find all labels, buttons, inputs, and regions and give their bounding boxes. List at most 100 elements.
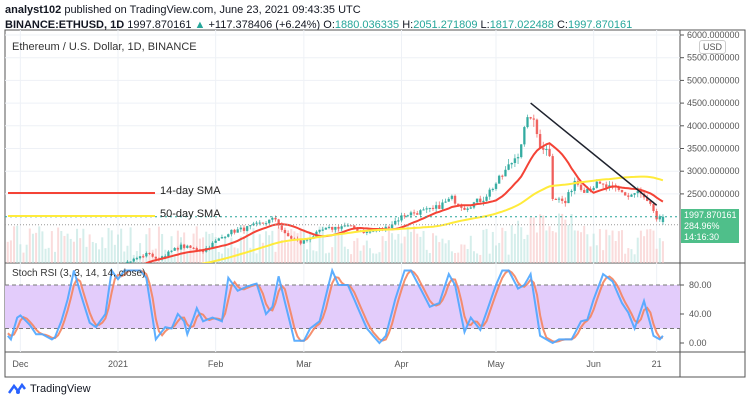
candle-body [466,208,469,210]
volume-bar [391,233,394,263]
y-tick-label: 5500.000000 [687,53,740,63]
volume-bar [564,219,567,263]
volume-bar [403,236,406,263]
candle-body [230,229,233,235]
volume-bar [409,231,412,263]
candle-body [129,261,132,263]
volume-bar [57,227,60,263]
candle-body [324,227,328,230]
currency-badge[interactable]: USD [699,40,727,54]
candle-body [419,210,422,215]
volume-bar [217,251,220,263]
candle-body [368,231,372,233]
volume-bar [589,246,592,263]
volume-bar [356,238,359,263]
volume-bar [567,225,570,263]
y-tick-label: 4000.000000 [687,121,740,131]
volume-bar [110,230,113,263]
volume-bar [498,242,501,263]
candle-body [658,216,661,220]
volume-bar [602,250,605,263]
volume-bar [353,240,356,263]
legend-sma50: 50-day SMA [160,208,221,220]
volume-bar [142,254,145,263]
tradingview-logo[interactable]: TradingView [8,383,91,395]
volume-bar [271,230,274,263]
candle-body [535,119,539,135]
volume-bar [107,228,110,263]
low-value: 1817.022488 [489,19,554,31]
candle-body [242,227,246,231]
tradingview-brand: TradingView [30,383,91,395]
volume-bar [268,235,271,263]
candle-body [120,266,122,267]
y-tick-label: 6000.000000 [687,30,740,40]
open-label: O: [323,19,335,31]
volume-bar [397,233,400,263]
candle-body [538,134,542,148]
candle-body [138,256,142,259]
candle-body [239,227,243,230]
volume-bar [189,245,192,263]
candle-body [633,193,636,195]
candle-body [25,279,27,280]
candle-body [126,261,129,263]
volume-bar [350,254,353,263]
candle-body [479,198,482,202]
volume-bar [66,233,69,263]
candle-body [286,233,290,237]
volume-bar [586,234,589,263]
candle-body [570,190,573,193]
price-pane [5,102,680,280]
symbol-label: BINANCE:ETHUSD, 1D [5,19,125,31]
volume-bar [274,251,277,263]
volume-bar [359,250,362,263]
candle-body [422,209,425,211]
volume-bar [186,251,189,263]
candle-body [223,236,227,238]
candle-body [545,149,548,151]
candle-body [494,183,498,189]
candle-body [627,195,630,197]
volume-bar [466,248,469,263]
volume-bar [343,246,346,263]
volume-bar [614,240,617,263]
candle-body [132,258,135,262]
candle-body [510,163,513,165]
candle-body [255,222,258,224]
candle-body [416,213,419,215]
candle-body [403,215,406,217]
volume-bar [315,251,318,263]
candle-body [334,226,337,230]
volume-bar [123,251,126,263]
volume-bar [369,248,371,263]
open-value: 1880.036335 [334,19,400,31]
candle-body [167,251,170,257]
candle-body [412,212,416,214]
x-tick-label: 21 [652,359,662,369]
volume-bar [570,213,573,263]
candle-body [277,219,280,226]
volume-bar [523,239,526,263]
volume-bar [450,251,453,263]
volume-bar [387,230,390,263]
price-tag-countdown: 14:16:30 [684,232,720,242]
volume-bar [126,245,129,263]
volume-bar [50,231,53,263]
author-name[interactable]: analyst102 [5,4,62,16]
candle-body [271,217,274,220]
candle-body [504,169,507,177]
candle-body [353,225,356,229]
candle-body [274,217,277,220]
volume-bar [476,253,479,263]
tradingview-logo-icon [8,383,26,394]
volume-bar [180,237,182,263]
candle-body [299,240,302,244]
volume-bar [340,226,343,263]
volume-bar [501,227,504,263]
volume-bar [573,230,576,263]
candle-body [409,212,413,216]
candle-body [217,238,220,241]
price-change: +117.378406 (+6.24%) [208,19,321,31]
